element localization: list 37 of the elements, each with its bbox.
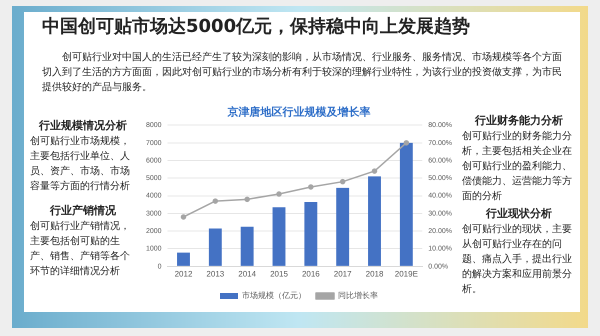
x-tick-label: 2014	[238, 269, 257, 278]
text: 行业财务能力分析	[474, 113, 564, 128]
x-tick-label: 2016	[302, 269, 320, 278]
text: 中国创可贴市场达5000亿元，保持稳中向上发展趋势	[42, 15, 472, 38]
point	[180, 214, 186, 220]
point	[308, 184, 314, 190]
x-tick-label: 2012	[174, 269, 193, 278]
legend-label: 同比增长率	[338, 291, 378, 300]
bar	[368, 176, 381, 266]
text: 创可贴行业的现状，主要从创可贴行业存在的问题、痛点入手，提出行业的解决方案和应用前景分析。	[462, 222, 573, 297]
x-tick-label: 2017	[334, 269, 352, 278]
legend-label: 市场规模（亿元）	[242, 291, 306, 300]
text: 行业现状分析	[484, 206, 553, 221]
bar	[177, 252, 190, 266]
text: 创可贴行业对中国人的生活已经产生了较为深刻的影响，从市场情况、行业服务、服务情况、市场规模等各个方面切入到了生活的方方面面，因此对创可贴行业的市场分析有利于较深的理解行业特性，为该行业的投资做支撑，为市民提供较好的产品与服务。	[42, 50, 562, 95]
chart-title: 京津唐地区行业规模及增长率	[226, 106, 370, 119]
text: 行业产销情况	[48, 203, 117, 218]
point	[372, 168, 378, 174]
point	[212, 198, 218, 204]
point	[340, 178, 346, 184]
point	[404, 140, 410, 146]
point	[244, 196, 250, 202]
bar	[272, 207, 286, 266]
text: 创可贴行业的财务能力分析，主要包括相关企业在创可贴行业的盈利能力、偿债能力、运营能力等方面的分析	[462, 130, 573, 204]
bar	[208, 228, 222, 266]
text: 创可贴行业产销情况，主要包括创可贴的生产、销售、产销等各个环节的详细情况分析	[30, 220, 131, 279]
text: 行业规模情况分析	[38, 118, 128, 133]
x-tick-label: 2015	[270, 269, 288, 278]
bar	[400, 142, 413, 266]
bar	[336, 188, 350, 266]
text: 创可贴行业市场规模，主要包括行业单位、人员、资产、市场、市场容量等方面的行情分析	[30, 134, 131, 194]
point	[276, 191, 282, 197]
x-tick-label: 2018	[366, 269, 384, 278]
x-tick-label: 2013	[206, 269, 225, 278]
bar	[240, 226, 254, 266]
bar	[304, 202, 318, 266]
x-tick-label: 2019E	[394, 269, 418, 278]
